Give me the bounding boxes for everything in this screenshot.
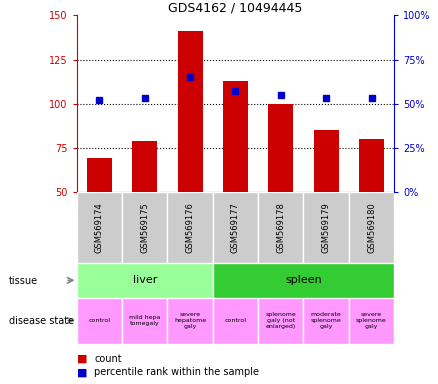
Text: disease state: disease state [9, 316, 74, 326]
Bar [177, 31, 202, 192]
Text: GSM569174: GSM569174 [95, 202, 104, 253]
Bar [167, 298, 213, 344]
Text: GSM569175: GSM569175 [140, 202, 149, 253]
Text: ■: ■ [77, 367, 87, 377]
Bar [213, 263, 394, 298]
Bar [132, 141, 157, 192]
Bar [349, 192, 394, 263]
Bar [314, 130, 339, 192]
Bar [167, 192, 213, 263]
Bar [268, 104, 293, 192]
Bar [349, 298, 394, 344]
Text: GSM569177: GSM569177 [231, 202, 240, 253]
Bar [77, 263, 213, 298]
Bar [258, 298, 304, 344]
Bar [87, 159, 112, 192]
Title: GDS4162 / 10494445: GDS4162 / 10494445 [168, 1, 303, 14]
Bar [77, 298, 122, 344]
Text: liver: liver [133, 275, 157, 285]
Text: ■: ■ [77, 354, 87, 364]
Text: mild hepa
tomegaly: mild hepa tomegaly [129, 315, 160, 326]
Text: severe
splenome
galy: severe splenome galy [356, 312, 387, 329]
Bar [213, 298, 258, 344]
Text: count: count [94, 354, 122, 364]
Bar [258, 192, 304, 263]
Text: control: control [224, 318, 247, 323]
Bar [122, 192, 167, 263]
Bar [359, 139, 384, 192]
Text: percentile rank within the sample: percentile rank within the sample [94, 367, 259, 377]
Bar [304, 192, 349, 263]
Text: GSM569180: GSM569180 [367, 202, 376, 253]
Text: GSM569176: GSM569176 [186, 202, 194, 253]
Bar [122, 298, 167, 344]
Text: moderate
splenome
galy: moderate splenome galy [311, 312, 342, 329]
Text: control: control [88, 318, 110, 323]
Bar [213, 192, 258, 263]
Text: tissue: tissue [9, 276, 38, 286]
Text: splenome
galy (not
enlarged): splenome galy (not enlarged) [265, 312, 296, 329]
Text: spleen: spleen [285, 275, 322, 285]
Bar [77, 192, 122, 263]
Text: severe
hepatome
galy: severe hepatome galy [174, 312, 206, 329]
Text: GSM569178: GSM569178 [276, 202, 285, 253]
Bar [304, 298, 349, 344]
Bar [223, 81, 248, 192]
Text: GSM569179: GSM569179 [321, 202, 331, 253]
